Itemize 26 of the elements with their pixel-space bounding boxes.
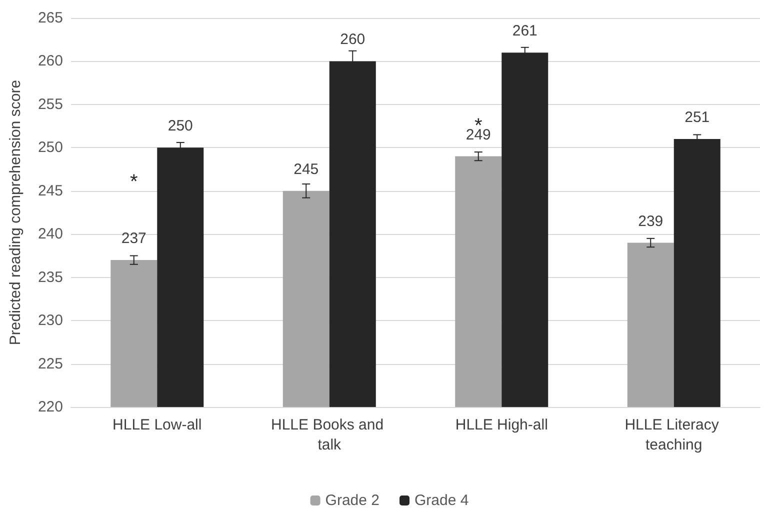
data-label: 251 — [684, 109, 710, 126]
annotation: * — [130, 171, 138, 194]
y-tick-label: 260 — [38, 52, 63, 70]
legend-label: Grade 2 — [325, 492, 380, 509]
y-tick-label: 235 — [38, 268, 63, 286]
y-axis-title: Predicted reading comprehension score — [7, 80, 24, 346]
legend-label: Grade 4 — [414, 492, 469, 509]
data-label: 260 — [340, 31, 366, 48]
y-tick-label: 225 — [38, 355, 63, 372]
y-tick-label: 220 — [38, 398, 63, 416]
data-label: 239 — [638, 212, 664, 230]
y-tick-label: 240 — [38, 226, 63, 243]
data-label: 245 — [294, 160, 319, 178]
y-tick-label: 245 — [38, 182, 63, 200]
y-tick-label: 265 — [38, 10, 63, 26]
x-tick-label: HLLE Books and talk — [271, 416, 388, 454]
y-tick-label: 230 — [38, 312, 63, 330]
x-tick-label: HLLE High-all — [455, 416, 548, 434]
data-label: 249 — [466, 126, 491, 144]
data-label: 237 — [121, 230, 146, 248]
data-label: 261 — [512, 22, 538, 40]
x-tick-label: HLLE Literacy teaching — [624, 416, 724, 454]
y-tick-label: 250 — [38, 139, 63, 156]
y-tick-label: 255 — [38, 96, 63, 113]
x-tick-label: HLLE Low-all — [112, 416, 202, 434]
data-label: 250 — [168, 118, 193, 135]
